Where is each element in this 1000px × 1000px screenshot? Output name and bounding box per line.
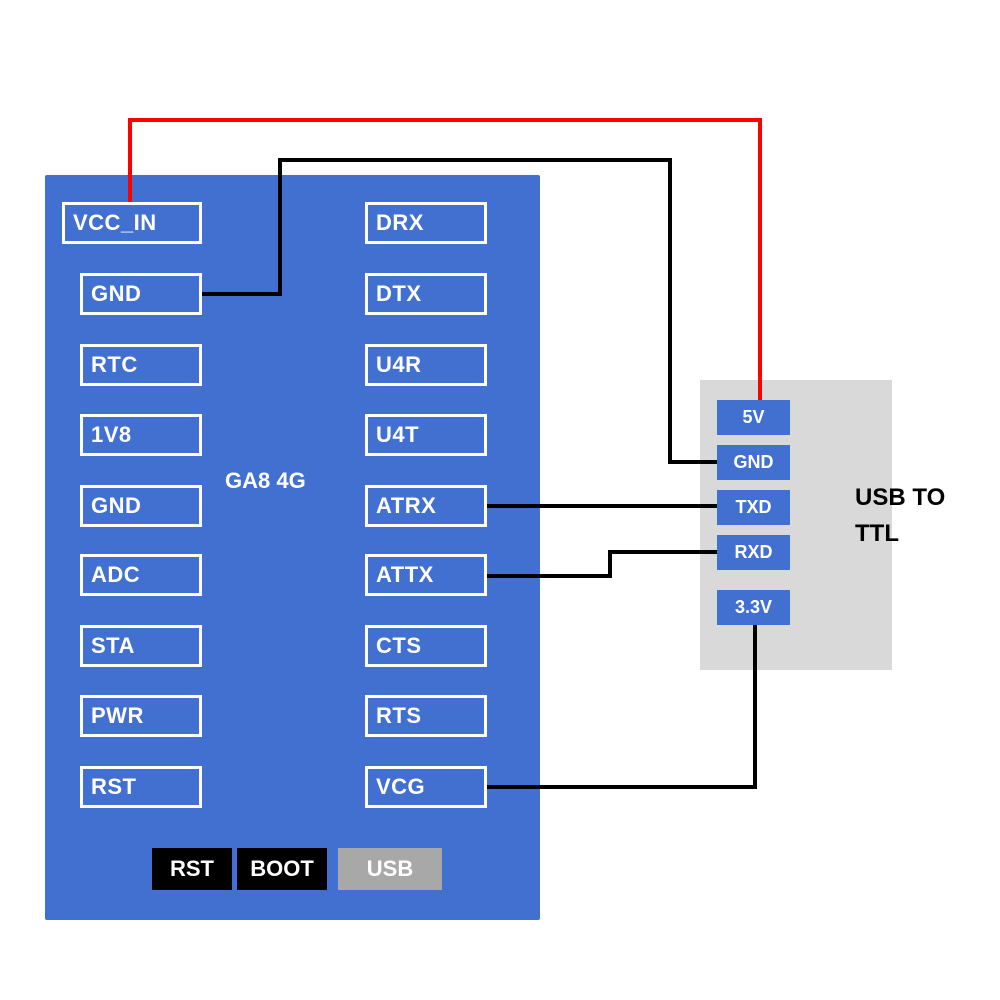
right-pin-cts: CTS	[365, 625, 487, 667]
right-pin-vcg: VCG	[365, 766, 487, 808]
left-pin-gnd: GND	[80, 485, 202, 527]
right-pin-u4r: U4R	[365, 344, 487, 386]
left-pin-rtc: RTC	[80, 344, 202, 386]
ttl-pin-gnd: GND	[717, 445, 790, 480]
left-pin-1v8: 1V8	[80, 414, 202, 456]
bottom-btn-usb: USB	[338, 848, 442, 890]
ttl-pin-txd: TXD	[717, 490, 790, 525]
right-pin-attx: ATTX	[365, 554, 487, 596]
left-pin-gnd: GND	[80, 273, 202, 315]
left-pin-sta: STA	[80, 625, 202, 667]
main-board-label: GA8 4G	[225, 468, 306, 494]
ttl-pin-5v: 5V	[717, 400, 790, 435]
ttl-pin-33v: 3.3V	[717, 590, 790, 625]
ttl-label: USB TO TTL	[855, 480, 945, 552]
bottom-btn-rst: RST	[152, 848, 232, 890]
left-pin-vccin: VCC_IN	[62, 202, 202, 244]
left-pin-pwr: PWR	[80, 695, 202, 737]
ttl-label-line1: USB TO	[855, 484, 945, 511]
right-pin-u4t: U4T	[365, 414, 487, 456]
ttl-pin-rxd: RXD	[717, 535, 790, 570]
left-pin-rst: RST	[80, 766, 202, 808]
ttl-label-line2: TTL	[855, 520, 899, 547]
left-pin-adc: ADC	[80, 554, 202, 596]
bottom-btn-boot: BOOT	[237, 848, 327, 890]
diagram-canvas: VCC_IN GND RTC 1V8 GND ADC STA PWR RST DRX DTX U4R U…	[0, 0, 1000, 1000]
right-pin-dtx: DTX	[365, 273, 487, 315]
right-pin-rts: RTS	[365, 695, 487, 737]
right-pin-atrx: ATRX	[365, 485, 487, 527]
right-pin-drx: DRX	[365, 202, 487, 244]
